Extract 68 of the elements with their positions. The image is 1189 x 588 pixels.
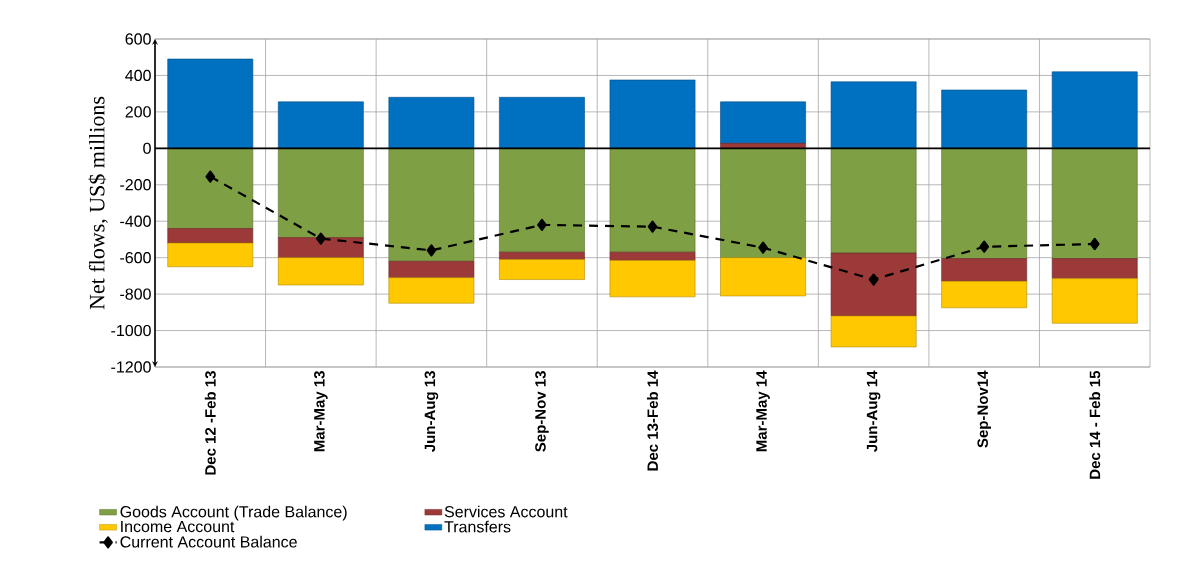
x-tick-label: Dec 14 - Feb 15 (1089, 370, 1101, 479)
bar (167, 228, 254, 244)
point (758, 241, 768, 254)
bar (167, 242, 254, 268)
point (1089, 237, 1100, 251)
bar (941, 281, 1028, 309)
legend-label: Current Account Balance (120, 535, 297, 548)
bar (720, 148, 806, 258)
y-tick-label: 400 (125, 69, 151, 82)
bar (1051, 258, 1138, 279)
bar (499, 148, 585, 253)
bar (830, 315, 917, 348)
x-tick-label: Mar-May 13 (314, 371, 328, 452)
bar (499, 97, 585, 149)
y-tick-label: 200 (125, 106, 151, 118)
bar (830, 81, 917, 149)
bar (830, 252, 917, 317)
x-tick-label: Dec 12 -Feb 13 (204, 371, 216, 475)
bar (388, 97, 475, 149)
bar (499, 259, 585, 280)
legend-label: Goods Account (Trade Balance) (120, 505, 347, 521)
y-tick-label: 600 (125, 33, 151, 45)
point (868, 273, 879, 286)
x-tick-label: Sep-Nov 13 (535, 371, 549, 452)
y-tick-label: -1000 (111, 324, 151, 337)
point (979, 240, 990, 253)
point (647, 220, 658, 233)
bar (1051, 148, 1138, 259)
legend-label: Income Account (121, 521, 235, 533)
y-tick-label: -400 (120, 215, 151, 227)
bar (388, 277, 475, 304)
point (537, 218, 547, 231)
y-tick-label: -200 (120, 179, 151, 191)
legend-label: Services Account (444, 505, 568, 518)
bar (609, 148, 696, 253)
bar (941, 148, 1028, 259)
y-tick-label: -800 (120, 288, 151, 300)
bar (720, 257, 806, 297)
x-tick-label: Dec 13-Feb 14 (646, 370, 659, 471)
x-tick-label: Jun-Aug 13 (424, 371, 439, 452)
x-tick-label: Jun-Aug 14 (866, 370, 881, 452)
bar (609, 251, 696, 261)
bar (167, 58, 254, 149)
bar (609, 79, 696, 149)
bar (277, 257, 364, 286)
point (426, 244, 437, 257)
bar (388, 261, 475, 279)
x-tick-label: Sep-Nov14 (977, 370, 991, 448)
bar (1051, 278, 1138, 324)
bar (941, 258, 1028, 282)
y-axis-title: Net flows, US$ millions (88, 96, 108, 310)
point (205, 170, 216, 183)
legend-label: Transfers (444, 520, 511, 533)
bar (720, 101, 806, 144)
point (316, 232, 326, 245)
x-tick-label: Mar-May 14 (756, 370, 770, 452)
bar (388, 148, 475, 262)
bar (277, 101, 364, 149)
bar (167, 148, 254, 229)
y-tick-label: -600 (120, 252, 151, 264)
bar (277, 148, 364, 238)
bar (609, 260, 696, 298)
y-tick-label: 0 (143, 142, 151, 154)
bar (941, 89, 1028, 149)
y-tick-label: -1200 (111, 361, 151, 373)
bar (830, 148, 917, 254)
bar (277, 237, 364, 258)
bar (1051, 71, 1138, 149)
